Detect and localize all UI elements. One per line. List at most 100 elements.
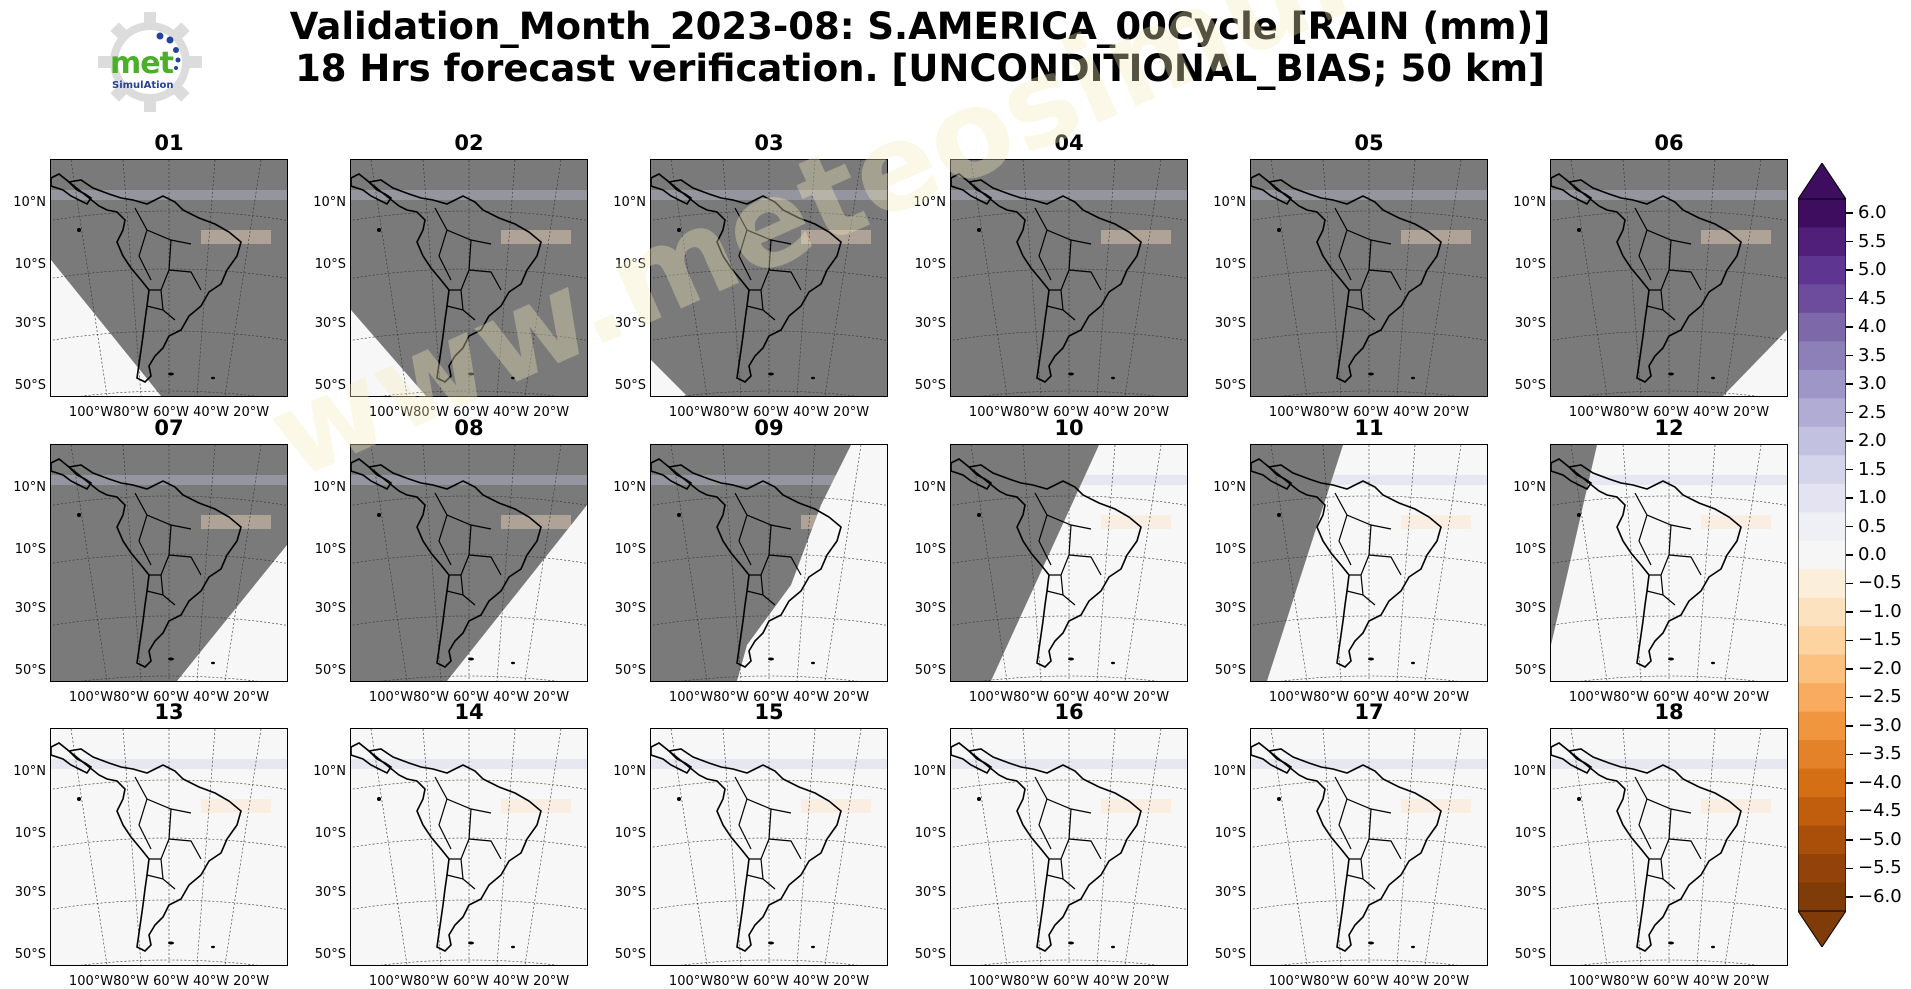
longitude-labels: 100°W80°W 60°W 40°W 20°W [1568, 690, 1770, 705]
map-svg [51, 160, 287, 396]
colorbar-tick-label: 1.5 [1858, 458, 1887, 480]
latitude-label: 10°N [13, 195, 46, 210]
colorbar-segment [1798, 312, 1846, 342]
colorbar-tick-label: −2.0 [1858, 657, 1902, 679]
latitude-label: 50°S [14, 663, 46, 678]
met-simulation-logo: met SimulAtion [96, 10, 204, 114]
colorbar-tick-mark [1846, 411, 1853, 414]
map-svg [351, 160, 587, 396]
colorbar-tick-label: 1.0 [1858, 487, 1887, 509]
longitude-labels: 100°W80°W 60°W 40°W 20°W [968, 405, 1170, 420]
map-svg [1551, 160, 1787, 396]
longitude-labels: 100°W80°W 60°W 40°W 20°W [968, 690, 1170, 705]
colorbar-tick-mark [1846, 354, 1853, 357]
map-frame [350, 728, 588, 966]
colorbar-tick-label: −2.5 [1858, 686, 1902, 708]
panel-hour-label: 02 [454, 131, 484, 155]
latitude-label: 50°S [1514, 947, 1546, 962]
latitude-label: 50°S [614, 378, 646, 393]
latitude-label: 10°N [1213, 480, 1246, 495]
latitude-label: 10°N [313, 480, 346, 495]
panel-hour-label: 10 [1054, 416, 1084, 440]
colorbar-segment [1798, 626, 1846, 656]
latitude-label: 30°S [1514, 601, 1546, 616]
latitude-label: 30°S [14, 316, 46, 331]
colorbar-segment [1798, 683, 1846, 713]
panel-hour-label: 16 [1054, 700, 1084, 724]
colorbar-tick-mark [1846, 326, 1853, 328]
colorbar-segment [1798, 569, 1846, 599]
latitude-label: 10°N [1513, 195, 1546, 210]
map-svg [51, 445, 287, 681]
panel-hour-label: 08 [454, 416, 484, 440]
map-svg [51, 729, 287, 965]
longitude-labels: 100°W80°W 60°W 40°W 20°W [68, 405, 270, 420]
latitude-label: 50°S [1514, 378, 1546, 393]
map-frame [1550, 444, 1788, 682]
panel-hour-label: 13 [154, 700, 184, 724]
map-frame [950, 444, 1188, 682]
latitude-label: 10°N [1213, 764, 1246, 779]
latitude-label: 30°S [14, 601, 46, 616]
colorbar-tick-label: −3.0 [1858, 714, 1902, 736]
latitude-label: 10°S [914, 826, 946, 841]
colorbar-tick-label: −6.0 [1858, 885, 1902, 907]
latitude-label: 10°S [1514, 542, 1546, 557]
map-frame [1250, 728, 1488, 966]
latitude-label: 30°S [314, 601, 346, 616]
colorbar-tick-mark [1846, 896, 1853, 898]
latitude-label: 50°S [1514, 663, 1546, 678]
colorbar-tick-label: −4.0 [1858, 771, 1902, 793]
colorbar-segment [1798, 540, 1846, 570]
map-frame [50, 728, 288, 966]
panel-hour-label: 04 [1054, 131, 1084, 155]
panel-hour-label: 14 [454, 700, 484, 724]
map-frame [1550, 728, 1788, 966]
colorbar-segment [1798, 768, 1846, 798]
latitude-label: 50°S [1214, 947, 1246, 962]
latitude-label: 50°S [914, 663, 946, 678]
latitude-label: 10°S [614, 542, 646, 557]
colorbar-segment [1798, 341, 1846, 371]
colorbar-tick-label: 2.0 [1858, 430, 1887, 452]
colorbar-tick-label: −1.5 [1858, 629, 1902, 651]
logo-text: met [110, 46, 174, 81]
colorbar-segment [1798, 199, 1846, 228]
colorbar-extend-top [1798, 163, 1846, 200]
colorbar-tick-mark [1846, 582, 1853, 585]
map-svg [1551, 445, 1787, 681]
map-svg [951, 445, 1187, 681]
colorbar-tick-mark [1846, 725, 1853, 727]
latitude-label: 10°N [13, 764, 46, 779]
colorbar-tick-label: 4.0 [1858, 316, 1887, 338]
colorbar-tick-label: 2.5 [1858, 401, 1887, 423]
colorbar-tick-label: 4.5 [1858, 287, 1887, 309]
map-frame [650, 159, 888, 397]
latitude-label: 30°S [1214, 316, 1246, 331]
colorbar-tick-label: 5.5 [1858, 230, 1887, 252]
colorbar-tick-mark [1846, 468, 1853, 471]
colorbar-tick-label: −0.5 [1858, 572, 1902, 594]
title-line-1: Validation_Month_2023-08: S.AMERICA_00Cy… [289, 5, 1551, 48]
latitude-label: 10°S [1514, 826, 1546, 841]
latitude-label: 50°S [314, 378, 346, 393]
colorbar-tick-mark [1846, 212, 1853, 214]
colorbar-segment [1798, 483, 1846, 513]
latitude-label: 10°S [14, 826, 46, 841]
panel-hour-label: 01 [154, 131, 184, 155]
latitude-label: 30°S [1514, 885, 1546, 900]
gear-icon [98, 12, 202, 112]
map-svg [651, 445, 887, 681]
longitude-labels: 100°W80°W 60°W 40°W 20°W [368, 690, 570, 705]
colorbar-segment [1798, 398, 1846, 428]
latitude-label: 10°S [1214, 826, 1246, 841]
map-svg [1251, 445, 1487, 681]
map-svg [1251, 729, 1487, 965]
latitude-label: 30°S [314, 885, 346, 900]
longitude-labels: 100°W80°W 60°W 40°W 20°W [968, 974, 1170, 989]
colorbar-segment [1798, 284, 1846, 314]
title-line-2: 18 Hrs forecast verification. [UNCONDITI… [295, 47, 1545, 90]
panel-hour-label: 03 [754, 131, 784, 155]
figure-title: Validation_Month_2023-08: S.AMERICA_00Cy… [260, 6, 1580, 90]
colorbar-segment [1798, 369, 1846, 399]
